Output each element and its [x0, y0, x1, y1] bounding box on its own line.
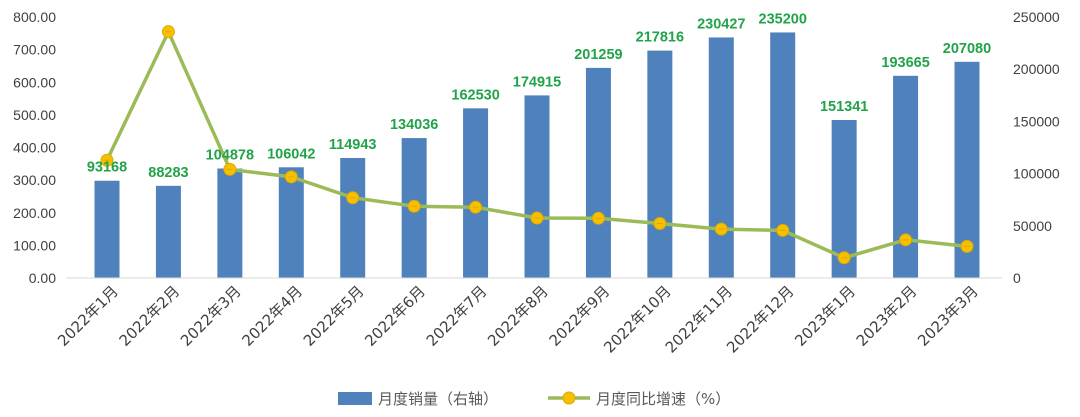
sales-bar: [278, 167, 304, 278]
sales-bar: [647, 50, 673, 278]
sales-bar: [463, 108, 489, 278]
sales-bar: [155, 185, 181, 278]
left-tick-label: 400.00: [13, 140, 56, 156]
right-tick-label: 200000: [1013, 61, 1060, 77]
left-tick-label: 100.00: [13, 237, 56, 253]
x-tick-label: 2022年6月: [361, 282, 429, 350]
bar-value-label: 162530: [451, 87, 499, 103]
bar-value-label: 235200: [759, 11, 807, 27]
x-tick-label: 2023年2月: [853, 282, 921, 350]
bar-value-label: 93168: [87, 160, 127, 176]
x-tick-label: 2022年3月: [177, 282, 245, 350]
x-tick-label: 2022年5月: [300, 282, 368, 350]
x-tick-label: 2023年3月: [914, 282, 982, 350]
x-tick-label: 2023年1月: [791, 282, 859, 350]
bar-value-label: 174915: [513, 74, 561, 90]
legend: 月度销量（右轴） 月度同比增速（%）: [338, 390, 730, 408]
left-tick-label: 500.00: [13, 107, 56, 123]
left-tick-label: 700.00: [13, 42, 56, 58]
bar-value-label: 230427: [697, 16, 745, 32]
bar-value-label: 106042: [267, 146, 315, 162]
sales-bar: [708, 37, 734, 279]
line-series: [100, 25, 974, 265]
right-tick-label: 100000: [1013, 166, 1060, 182]
sales-bar: [770, 32, 796, 278]
legend-line-marker: [562, 391, 576, 405]
right-tick-label: 0: [1013, 270, 1021, 286]
bar-value-label: 151341: [820, 99, 868, 115]
bar-value-label: 104878: [206, 148, 254, 164]
x-tick-label: 2022年7月: [423, 282, 491, 350]
sales-bar: [585, 67, 611, 278]
bar-value-label: 217816: [636, 30, 684, 46]
right-tick-label: 50000: [1013, 218, 1052, 234]
x-tick-label: 2022年4月: [238, 282, 306, 350]
right-tick-label: 150000: [1013, 113, 1060, 129]
legend-bar-label: 月度销量（右轴）: [378, 390, 498, 408]
legend-line-label: 月度同比增速（%）: [596, 390, 730, 408]
legend-bar-swatch: [338, 392, 372, 405]
sales-bar: [340, 157, 366, 278]
bar-value-label: 207080: [943, 41, 991, 57]
sales-bar: [893, 75, 919, 278]
sales-bar: [217, 168, 243, 278]
sales-bar: [94, 180, 120, 278]
bar-value-label: 134036: [390, 117, 438, 133]
left-tick-label: 200.00: [13, 205, 56, 221]
bar-value-label: 193665: [881, 55, 929, 71]
left-tick-label: 300.00: [13, 172, 56, 188]
x-tick-label: 2022年1月: [54, 282, 122, 350]
left-tick-label: 600.00: [13, 74, 56, 90]
right-axis: 0 50000 100000 150000 200000 250000: [1013, 9, 1060, 286]
left-tick-label: 0.00: [29, 270, 56, 286]
bar-value-label: 114943: [329, 137, 377, 153]
bar-value-label: 201259: [574, 47, 622, 63]
data-labels: 93168 88283 104878 106042 114943 134036 162530…: [87, 11, 991, 180]
x-tick-label: 2022年2月: [116, 282, 184, 350]
x-axis-ticks: 2022年1月2022年2月2022年3月2022年4月2022年5月2022年…: [54, 282, 982, 356]
bar-value-label: 88283: [148, 165, 188, 181]
x-tick-label: 2022年8月: [484, 282, 552, 350]
left-tick-label: 800.00: [13, 9, 56, 25]
right-tick-label: 250000: [1013, 9, 1060, 25]
left-axis: 0.00 100.00 200.00 300.00 400.00 500.00 600.00…: [13, 9, 56, 286]
sales-bar: [524, 95, 550, 279]
